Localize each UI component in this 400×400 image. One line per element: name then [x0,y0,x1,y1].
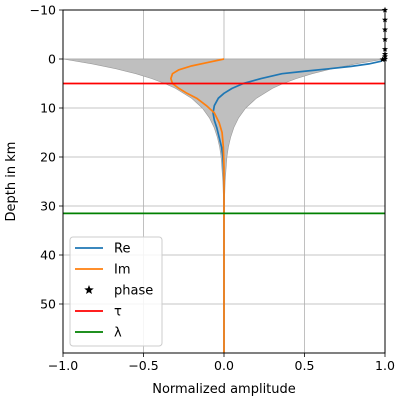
y-axis: −10 0 10 20 30 40 50 [30,3,63,312]
legend-label: Im [114,263,131,278]
phase-point [381,26,389,33]
x-tick-label: −0.5 [128,358,158,373]
y-tick-label: 0 [48,52,56,67]
x-tick-label: 0.0 [214,358,234,373]
legend-box [69,236,163,347]
y-tick-label: −10 [30,3,56,18]
x-axis: −1.0 −0.5 0.0 0.5 1.0 [48,353,395,373]
series-line-im [170,58,225,353]
y-tick-label: 50 [40,297,56,312]
phase-markers [379,6,389,63]
x-tick-label: 0.5 [295,358,315,373]
legend-label: Re [114,242,130,257]
legend-label: τ [114,305,122,320]
legend-label: λ [114,326,122,341]
plot-content [63,58,385,353]
phase-point [381,16,389,23]
legend: Re Im phase τλ [69,236,163,347]
x-axis-label: Normalized amplitude [152,382,296,397]
y-axis-label: Depth in km [4,142,19,222]
y-tick-label: 10 [40,101,56,116]
phase-point [379,56,386,63]
y-tick-label: 30 [40,199,56,214]
x-tick-label: −1.0 [48,358,78,373]
x-tick-label: 1.0 [375,358,395,373]
legend-swatch-star [84,285,94,295]
y-tick-label: 20 [40,150,56,165]
phase-point [381,6,389,13]
y-tick-label: 40 [40,248,56,263]
legend-label: phase [114,284,153,299]
phase-point [381,36,389,42]
phase-point [381,46,389,52]
